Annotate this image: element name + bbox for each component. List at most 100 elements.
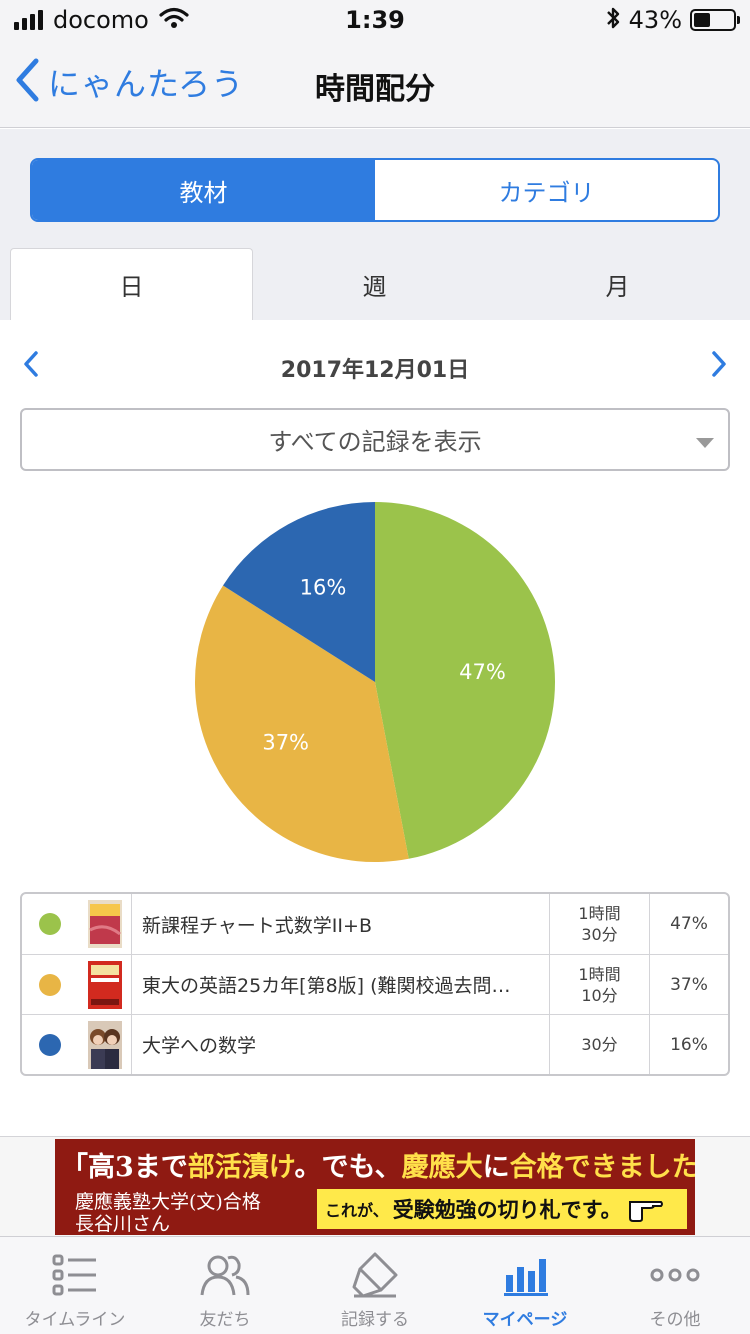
legend-title-cell: 新課程チャート式数学II+B (132, 894, 550, 954)
legend-dot-cell (22, 894, 78, 954)
pie-slice-1 (195, 585, 409, 862)
book-cover-thumbnail (87, 900, 122, 948)
record-icon (351, 1249, 399, 1301)
friends-icon (198, 1249, 252, 1301)
tab-bar: タイムライン 友だち 記録する (0, 1236, 750, 1334)
record-filter-select[interactable]: すべての記録を表示 (20, 408, 730, 471)
material-title: 新課程チャート式数学II+B (142, 914, 372, 937)
battery-icon (690, 9, 740, 31)
battery-percent: 43% (628, 6, 682, 34)
ad-headline-part: 慶應大 (401, 1152, 483, 1183)
time-line: 10分 (581, 985, 618, 1005)
table-row[interactable]: 新課程チャート式数学II+B 1時間 30分 47% (22, 894, 728, 954)
table-row[interactable]: 大学への数学 30分 16% (22, 1014, 728, 1074)
legend-title-cell: 大学への数学 (132, 1015, 550, 1074)
tab-month[interactable]: 月 (605, 272, 630, 301)
ad-headline-part: 。でも、 (294, 1152, 402, 1183)
segment-category[interactable]: カテゴリ (498, 178, 595, 207)
current-date: 2017年12月01日 (280, 358, 470, 383)
tab-label: その他 (649, 1310, 701, 1330)
tab-mypage[interactable]: マイページ (450, 1237, 600, 1334)
tab-week[interactable]: 週 (362, 272, 387, 301)
more-icon (649, 1249, 701, 1301)
ad-subtext: 慶應義塾大学(文)合格 (75, 1191, 261, 1213)
segment-material[interactable]: 教材 (32, 160, 375, 220)
page-title: 時間配分 (315, 72, 435, 107)
tab-record[interactable]: 記録する (300, 1237, 450, 1334)
tab-friends[interactable]: 友だち (150, 1237, 300, 1334)
status-left: docomo (14, 6, 189, 34)
ad-headline-part: 合格できました！ (509, 1152, 695, 1183)
prev-date-button[interactable] (22, 350, 40, 382)
legend-time-cell: 30分 (550, 1015, 650, 1074)
tab-label: マイページ (482, 1310, 568, 1330)
table-row[interactable]: 東大の英語25カ年[第8版] (難関校過去問… 1時間 10分 37% (22, 954, 728, 1014)
next-date-button[interactable] (710, 350, 728, 382)
pointing-hand-icon (628, 1192, 664, 1226)
back-label: にゃんたろう (48, 65, 245, 103)
status-right: 43% (605, 6, 740, 34)
time-line: 30分 (581, 925, 618, 944)
ad-headline: 「高3まで部活漬け。でも、慶應大に合格できました！」 (61, 1145, 695, 1184)
tab-label: 友だち (199, 1310, 251, 1330)
thumb-cell (78, 894, 132, 954)
wifi-icon (159, 7, 189, 33)
mypage-icon (502, 1249, 548, 1301)
bluetooth-icon (605, 6, 621, 34)
pie-slice-2 (223, 502, 375, 682)
material-title: 大学への数学 (142, 1035, 257, 1057)
ad-cta-small: これが、 (325, 1201, 389, 1220)
time-line: 1時間 (578, 964, 621, 984)
tab-timeline[interactable]: タイムライン (0, 1237, 150, 1334)
book-cover-thumbnail (87, 960, 122, 1009)
chevron-left-icon (14, 58, 40, 106)
legend-dot (39, 913, 61, 935)
tab-more[interactable]: その他 (600, 1237, 750, 1334)
period-tabs: 日 週 月 (0, 248, 750, 320)
ad-subtext: 長谷川さん (75, 1213, 171, 1235)
carrier-name: docomo (53, 6, 149, 34)
battery-fill (694, 13, 711, 27)
nav-bar: にゃんたろう 時間配分 (0, 40, 750, 128)
tab-day[interactable]: 日 (10, 248, 253, 320)
ad-headline-part: 部活漬け (187, 1152, 295, 1183)
material-legend-table: 新課程チャート式数学II+B 1時間 30分 47% 東大の英語25カ年[第8版… (20, 892, 730, 1076)
pie-chart: 47% 37% 16% (195, 502, 556, 862)
book-cover-thumbnail (87, 1020, 122, 1069)
thumb-cell (78, 955, 132, 1014)
signal-icon (14, 10, 43, 30)
legend-dot (39, 973, 61, 996)
caret-down-icon (696, 438, 714, 448)
material-title: 東大の英語25カ年[第8版] (難関校過去問… (142, 975, 511, 997)
legend-percent: 37% (670, 974, 708, 995)
filter-header: 教材 カテゴリ 日 週 月 (0, 129, 750, 320)
pie-slice-0 (375, 502, 556, 859)
ad-cta-big: 受験勉強の切り札です。 (392, 1198, 622, 1222)
time-line: 1時間 (578, 904, 621, 923)
legend-percent: 16% (670, 1034, 708, 1055)
material-category-segment: 教材 カテゴリ (30, 158, 720, 222)
ad-cta: これが、 受験勉強の切り札です。 (317, 1189, 687, 1229)
legend-dot-cell (22, 1015, 78, 1074)
ad-banner[interactable]: 「高3まで部活漬け。でも、慶應大に合格できました！」 慶應義塾大学(文)合格 長… (55, 1139, 695, 1235)
time-distribution-chart: 47% 37% 16% (195, 502, 556, 862)
pie-slice-label-2: 16% (300, 575, 347, 599)
date-navigator: 2017年12月01日 (0, 320, 750, 406)
ad-headline-part: 「高3まで (61, 1152, 188, 1183)
timeline-icon (51, 1249, 99, 1301)
pie-slice-label-1: 37% (262, 731, 309, 755)
ad-area: 「高3まで部活漬け。でも、慶應大に合格できました！」 慶應義塾大学(文)合格 長… (0, 1136, 750, 1236)
time-line: 30分 (581, 1035, 618, 1054)
legend-dot (39, 1033, 61, 1056)
tab-label: タイムライン (24, 1310, 126, 1330)
status-time: 1:39 (345, 6, 405, 34)
legend-time-cell: 1時間 30分 (550, 894, 650, 954)
pie-slice-label-0: 47% (459, 660, 506, 684)
legend-percent: 47% (670, 914, 708, 934)
legend-title-cell: 東大の英語25カ年[第8版] (難関校過去問… (132, 955, 550, 1014)
status-bar: docomo 1:39 43% (0, 0, 750, 40)
back-button[interactable]: にゃんたろう (14, 58, 244, 106)
record-filter-value: すべての記録を表示 (268, 428, 482, 456)
ad-headline-part: に (482, 1152, 510, 1183)
legend-dot-cell (22, 955, 78, 1014)
